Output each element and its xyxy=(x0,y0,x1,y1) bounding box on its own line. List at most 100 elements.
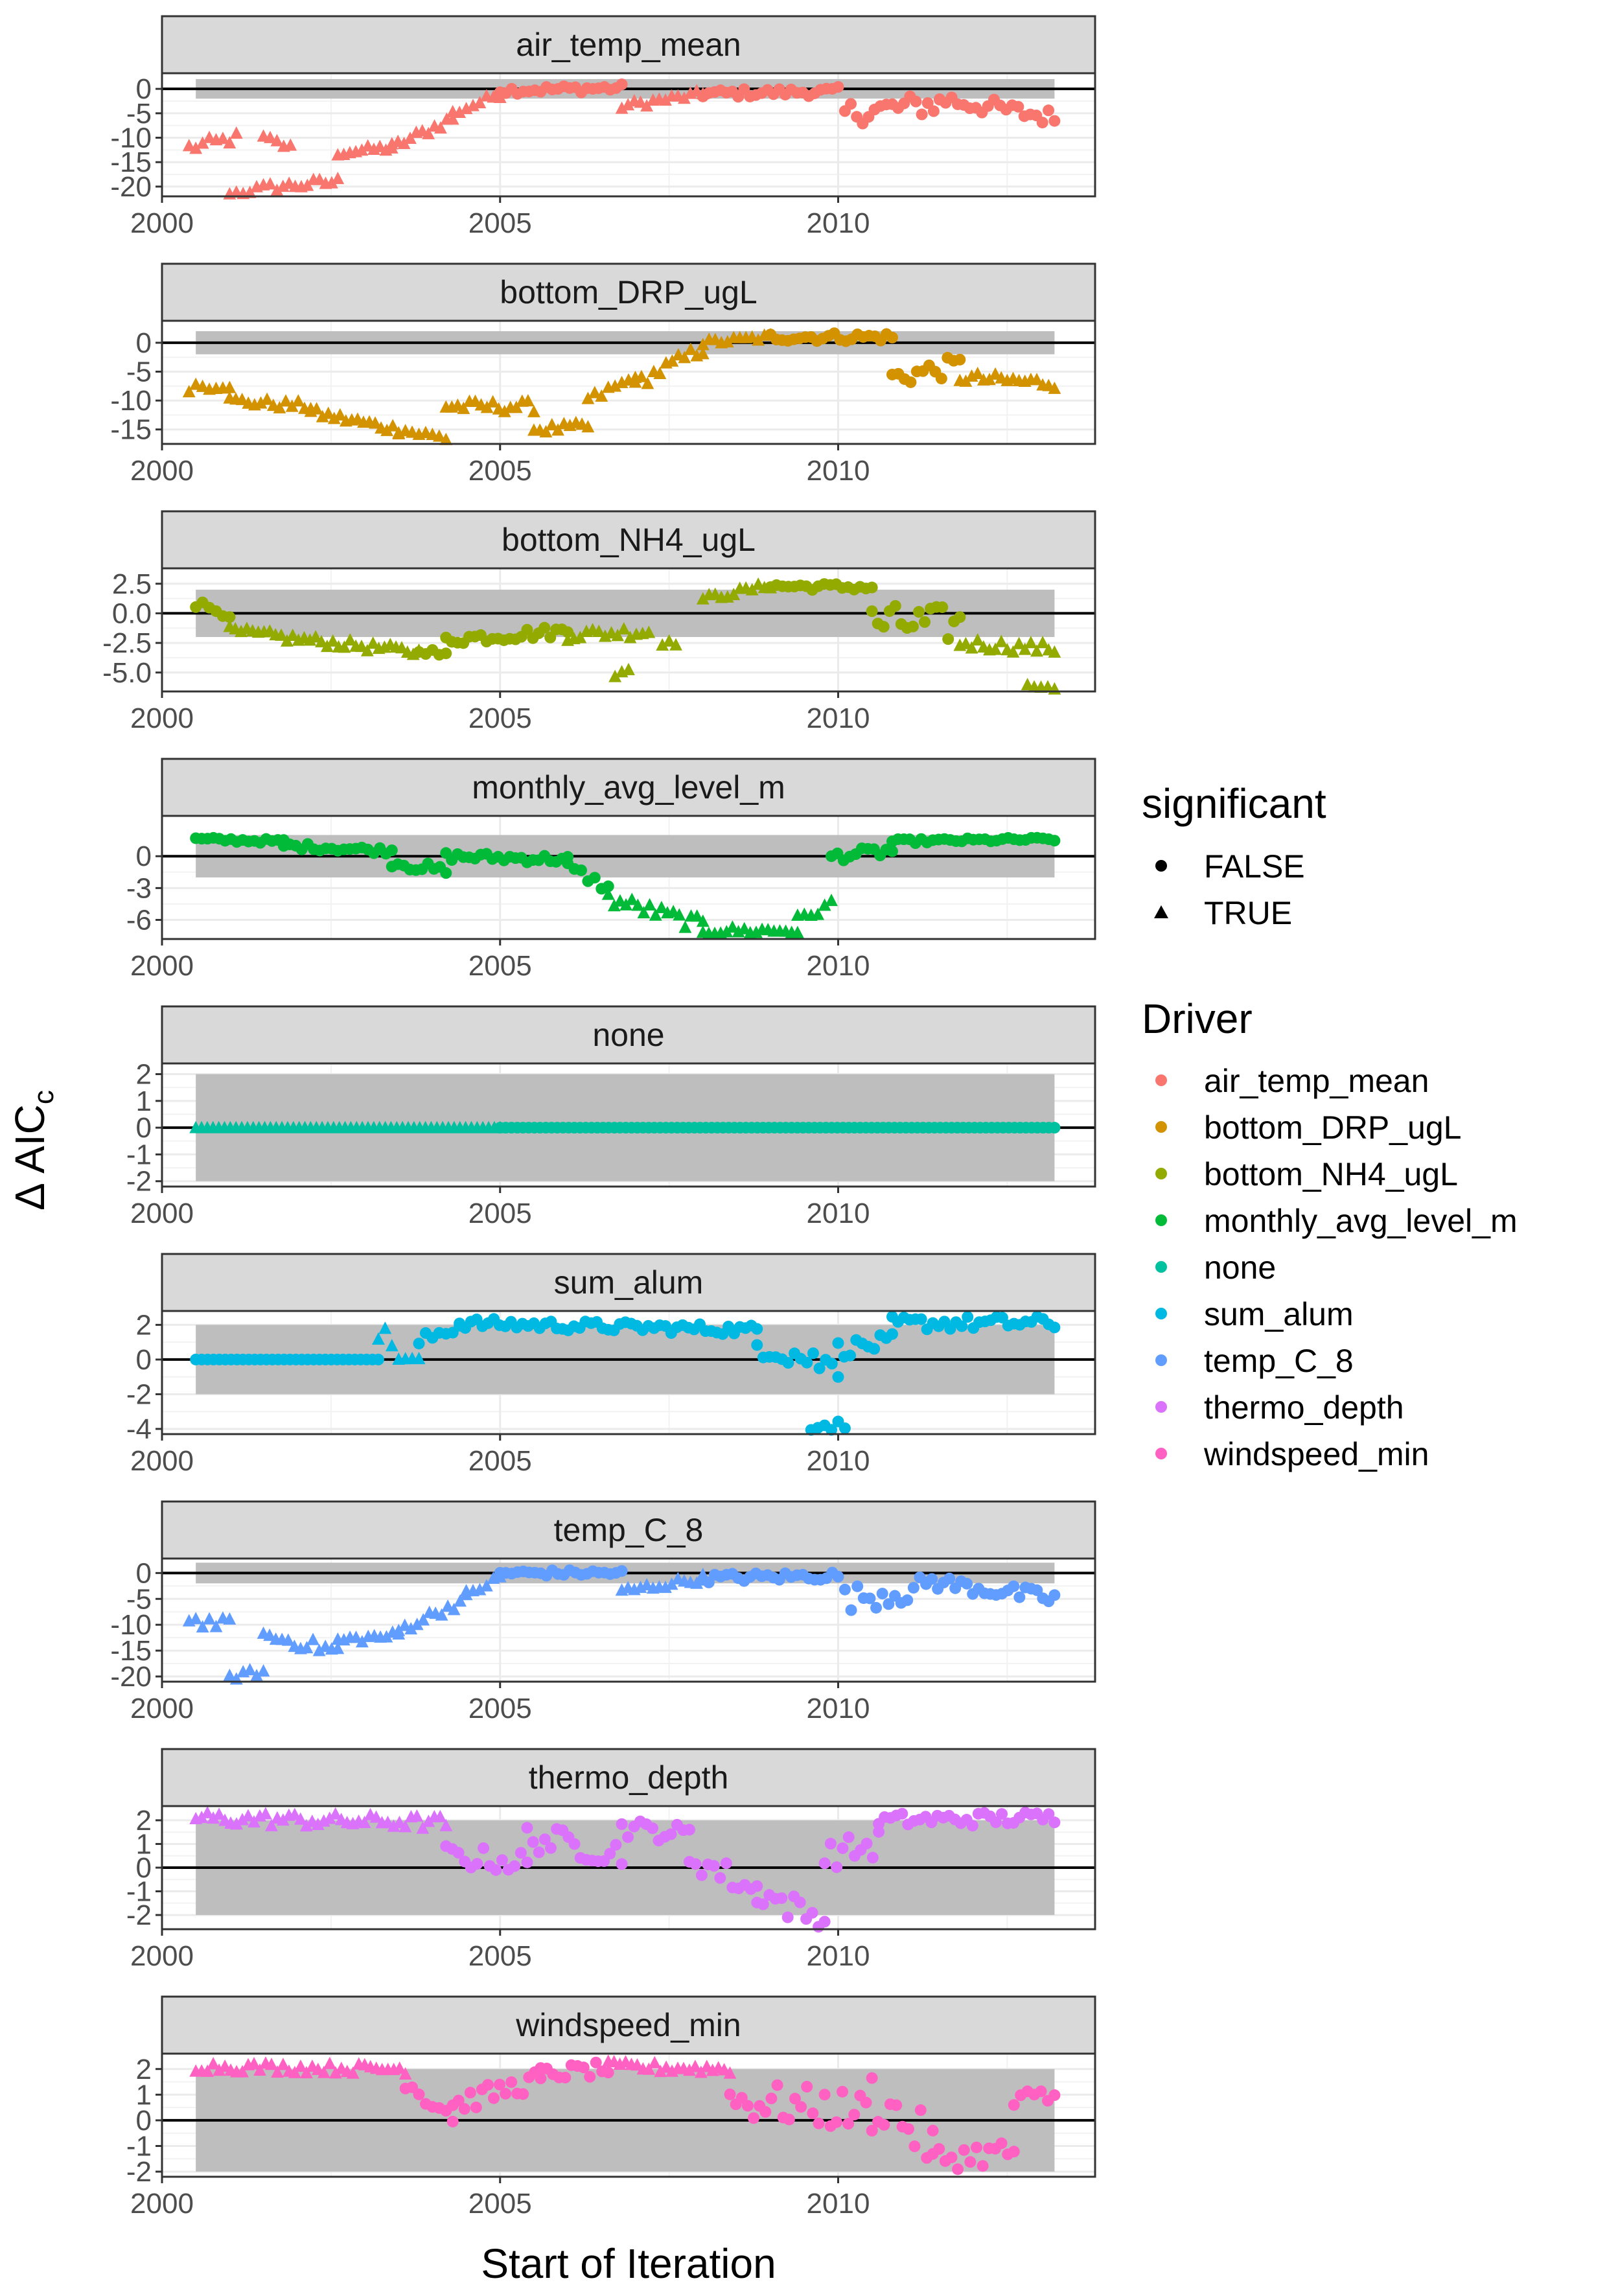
data-point-true xyxy=(422,1815,435,1827)
data-point-true xyxy=(611,629,625,642)
data-point-true xyxy=(446,112,459,125)
y-tick-label: 2 xyxy=(136,1059,152,1091)
data-point-false xyxy=(886,1328,898,1340)
data-point-false xyxy=(568,1838,581,1850)
data-point-true xyxy=(737,922,751,934)
data-point-false xyxy=(921,97,934,110)
data-point-false xyxy=(1048,1321,1061,1334)
data-point-true xyxy=(659,1580,672,1594)
data-point-false xyxy=(903,2123,914,2135)
data-point-true xyxy=(299,2065,313,2079)
data-point-false xyxy=(919,616,931,628)
data-point-true xyxy=(372,1332,385,1345)
data-point-true xyxy=(277,2058,290,2070)
data-point-false xyxy=(1036,117,1048,129)
y-tick-label: -2.5 xyxy=(102,627,152,659)
legend-label: bottom_NH4_ugL xyxy=(1204,1156,1458,1192)
data-point-true xyxy=(745,583,759,596)
data-point-true xyxy=(288,2065,301,2078)
data-point-false xyxy=(646,1822,658,1835)
data-point-true xyxy=(264,177,277,190)
data-point-true xyxy=(292,394,305,407)
data-point-true xyxy=(404,1622,418,1635)
data-point-true xyxy=(313,172,327,185)
data-point-false xyxy=(781,1911,794,1923)
data-point-false xyxy=(496,1854,508,1866)
data-point-false xyxy=(866,1851,879,1864)
data-point-false xyxy=(866,2072,878,2084)
data-point-false xyxy=(665,1828,677,1840)
data-point-false xyxy=(873,1826,885,1838)
legend-label: FALSE xyxy=(1204,848,1305,885)
data-point-false xyxy=(1048,1589,1061,1601)
data-point-true xyxy=(410,1809,424,1822)
data-point-false xyxy=(826,1358,838,1370)
data-point-true xyxy=(284,138,297,151)
data-point-false xyxy=(478,1842,490,1854)
data-point-true xyxy=(358,1815,371,1828)
data-point-true xyxy=(207,1811,220,1824)
data-point-true xyxy=(276,1813,290,1826)
y-tick-label: 2.5 xyxy=(112,568,152,600)
data-point-true xyxy=(971,366,984,379)
data-point-false xyxy=(818,1857,831,1870)
x-tick-label: 2000 xyxy=(130,1445,194,1477)
data-point-false xyxy=(832,1371,844,1383)
data-point-false xyxy=(577,2061,590,2074)
data-point-true xyxy=(598,629,612,642)
legend-key-triangle xyxy=(1154,905,1168,918)
data-point-true xyxy=(195,1811,209,1824)
data-point-false xyxy=(782,1357,794,1369)
data-point-true xyxy=(369,1810,383,1823)
data-point-false xyxy=(724,2088,736,2100)
data-point-true xyxy=(1024,636,1037,649)
data-point-false xyxy=(1048,1122,1061,1134)
data-point-false xyxy=(848,2109,861,2121)
data-point-false xyxy=(866,2124,878,2137)
data-point-true xyxy=(509,400,523,413)
data-point-true xyxy=(677,91,691,104)
legend-label: monthly_avg_level_m xyxy=(1204,1203,1518,1239)
data-point-true xyxy=(592,624,606,637)
data-point-true xyxy=(213,1807,225,1820)
data-point-true xyxy=(223,136,237,149)
data-point-false xyxy=(471,1858,483,1870)
data-point-true xyxy=(669,638,682,651)
x-tick-label: 2005 xyxy=(468,950,532,982)
data-point-false xyxy=(735,2092,748,2104)
strip-background xyxy=(161,1253,1096,1312)
data-point-true xyxy=(656,638,669,651)
data-point-true xyxy=(432,429,446,442)
data-point-true xyxy=(673,908,686,921)
data-point-true xyxy=(539,424,553,437)
data-point-false xyxy=(372,1353,384,1365)
data-point-false xyxy=(610,1838,622,1851)
x-tick-label: 2000 xyxy=(130,1198,194,1229)
data-point-true xyxy=(696,347,710,360)
data-point-false xyxy=(590,2056,602,2069)
data-point-true xyxy=(545,417,559,431)
data-point-false xyxy=(1035,2085,1047,2098)
data-point-true xyxy=(416,1821,430,1834)
legend-title: Driver xyxy=(1142,995,1253,1042)
strip-background xyxy=(161,758,1096,817)
data-point-false xyxy=(500,2087,512,2100)
x-tick-label: 2000 xyxy=(130,2188,194,2220)
data-point-false xyxy=(1048,2089,1061,2102)
data-point-true xyxy=(275,628,288,641)
data-point-false xyxy=(914,2104,927,2116)
strip-background xyxy=(161,262,1096,322)
data-point-true xyxy=(236,1813,249,1826)
data-point-true xyxy=(696,914,710,927)
y-tick-label: 0 xyxy=(136,1344,152,1376)
data-point-false xyxy=(832,1337,844,1349)
x-tick-label: 2005 xyxy=(468,207,532,239)
data-point-true xyxy=(617,621,630,635)
data-point-false xyxy=(845,98,857,110)
data-point-true xyxy=(369,416,382,429)
y-tick-label: -5 xyxy=(126,1583,152,1615)
data-point-true xyxy=(727,587,741,601)
data-point-false xyxy=(926,1573,938,1585)
data-point-true xyxy=(648,2056,662,2069)
data-point-false xyxy=(584,2070,596,2083)
